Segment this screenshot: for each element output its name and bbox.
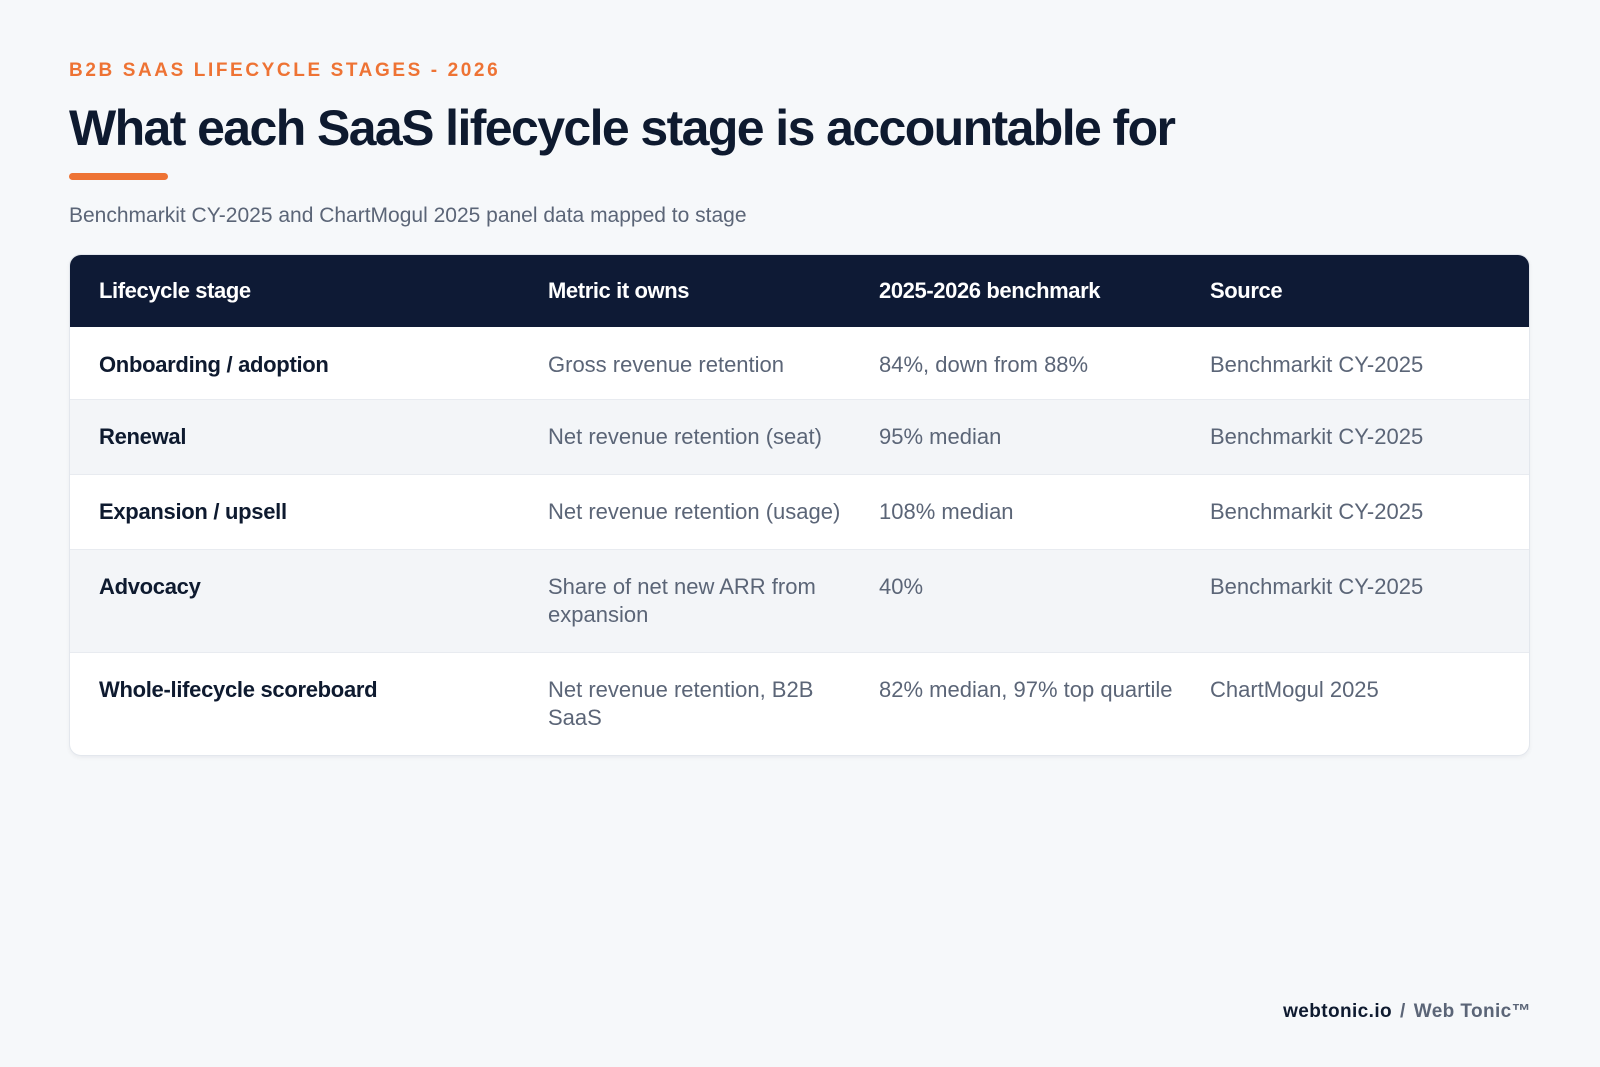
footer-brand: Web Tonic™ (1413, 1001, 1531, 1022)
stage-cell: Renewal (99, 424, 187, 449)
column-header-benchmark: 2025-2026 benchmark (879, 278, 1101, 303)
footer-credit: webtonic.io / Web Tonic™ (1283, 999, 1531, 1025)
table-row: Renewal Net revenue retention (seat) 95%… (70, 399, 1529, 475)
column-header-metric: Metric it owns (548, 278, 690, 303)
lifecycle-table-card: Lifecycle stage Metric it owns 2025-2026… (69, 254, 1530, 756)
stage-cell: Advocacy (99, 574, 201, 599)
metric-cell: Share of net new ARR from expansion (548, 574, 816, 627)
table-row: Whole-lifecycle scoreboard Net revenue r… (70, 652, 1529, 756)
metric-cell: Net revenue retention (usage) (548, 499, 841, 524)
footer-separator: / (1400, 1001, 1406, 1022)
page-title: What each SaaS lifecycle stage is accoun… (69, 100, 1176, 156)
source-cell: Benchmarkit CY-2025 (1210, 499, 1424, 524)
metric-cell: Gross revenue retention (548, 352, 785, 377)
table-header-row: Lifecycle stage Metric it owns 2025-2026… (70, 255, 1529, 327)
column-header-source: Source (1210, 278, 1283, 303)
source-cell: Benchmarkit CY-2025 (1210, 352, 1424, 377)
benchmark-cell: 82% median, 97% top quartile (879, 677, 1173, 702)
source-cell: Benchmarkit CY-2025 (1210, 424, 1424, 449)
column-header-lifecycle-stage: Lifecycle stage (99, 278, 251, 303)
stage-cell: Whole-lifecycle scoreboard (99, 677, 378, 702)
benchmark-cell: 108% median (879, 499, 1014, 524)
lifecycle-table: Lifecycle stage Metric it owns 2025-2026… (70, 255, 1529, 756)
benchmark-cell: 84%, down from 88% (879, 352, 1089, 377)
footer-domain: webtonic.io (1283, 1001, 1393, 1022)
eyebrow-label: B2B SAAS LIFECYCLE STAGES - 2026 (69, 60, 501, 81)
table-row: Expansion / upsell Net revenue retention… (70, 474, 1529, 550)
stage-cell: Expansion / upsell (99, 499, 287, 524)
title-accent-rule (69, 173, 168, 180)
source-cell: ChartMogul 2025 (1210, 677, 1379, 702)
source-cell: Benchmarkit CY-2025 (1210, 574, 1424, 599)
metric-cell: Net revenue retention, B2B SaaS (548, 677, 814, 730)
benchmark-cell: 95% median (879, 424, 1002, 449)
benchmark-cell: 40% (879, 574, 924, 599)
table-row: Onboarding / adoption Gross revenue rete… (70, 327, 1529, 400)
page-subtitle: Benchmarkit CY-2025 and ChartMogul 2025 … (69, 204, 747, 227)
table-row: Advocacy Share of net new ARR from expan… (70, 549, 1529, 653)
stage-cell: Onboarding / adoption (99, 352, 329, 377)
metric-cell: Net revenue retention (seat) (548, 424, 822, 449)
